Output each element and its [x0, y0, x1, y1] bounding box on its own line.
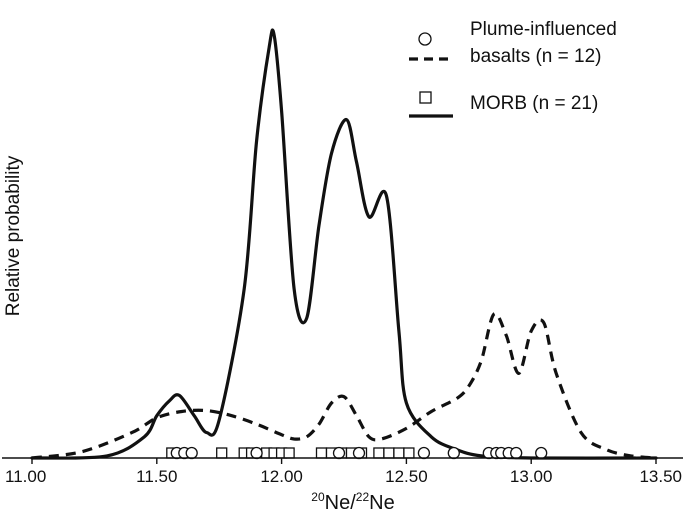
- x-tick-label: 13.00: [510, 467, 553, 486]
- plume-sample-marker: [417, 446, 431, 460]
- plume-sample-marker: [535, 446, 548, 460]
- x-axis-label-ne-2: Ne: [369, 492, 395, 514]
- morb-sample-marker: [393, 447, 405, 459]
- x-axis-label-sup-22: 22: [356, 490, 370, 504]
- plume-density-curve: [31, 311, 657, 460]
- legend-morb-label: MORB (n = 21): [470, 93, 598, 114]
- x-tick-label: 12.00: [260, 467, 303, 486]
- morb-sample-marker: [403, 447, 415, 459]
- x-tick-label: 11.50: [136, 467, 177, 486]
- morb-sample-marker: [373, 447, 385, 459]
- x-axis-label: 20Ne/22Ne: [311, 490, 394, 514]
- x-tick-label: 13.50: [639, 467, 682, 486]
- legend-plume-label-line1: Plume-influenced: [470, 19, 617, 40]
- x-axis-label-sup-20: 20: [311, 490, 325, 504]
- x-tick-label: 12.50: [385, 467, 428, 486]
- legend-circle-marker: [418, 32, 432, 46]
- morb-sample-marker: [216, 447, 228, 459]
- legend-plume-label-line2: basalts (n = 12): [470, 46, 602, 67]
- morb-sample-marker: [283, 447, 295, 459]
- morb-density-curve: [30, 28, 658, 460]
- plume-sample-marker: [332, 446, 346, 460]
- plume-sample-marker: [447, 446, 460, 460]
- morb-sample-marker: [315, 447, 328, 459]
- legend: Plume-influenced basalts (n = 12) MORB (…: [409, 19, 617, 118]
- morb-sample-marker: [383, 447, 395, 459]
- x-axis-label-ne-1: Ne/: [325, 492, 357, 514]
- plume-sample-marker: [352, 446, 366, 460]
- y-axis-label: Relative probability: [3, 155, 24, 316]
- plot-area: 11.00 11.50 12.00 12.50 13.00 13.50: [2, 28, 683, 486]
- legend-square-marker: [419, 91, 432, 104]
- x-tick-label: 11.00: [5, 467, 46, 486]
- plume-sample-marker: [250, 446, 263, 460]
- plume-sample-marker: [185, 446, 198, 460]
- plume-sample-marker: [510, 446, 523, 460]
